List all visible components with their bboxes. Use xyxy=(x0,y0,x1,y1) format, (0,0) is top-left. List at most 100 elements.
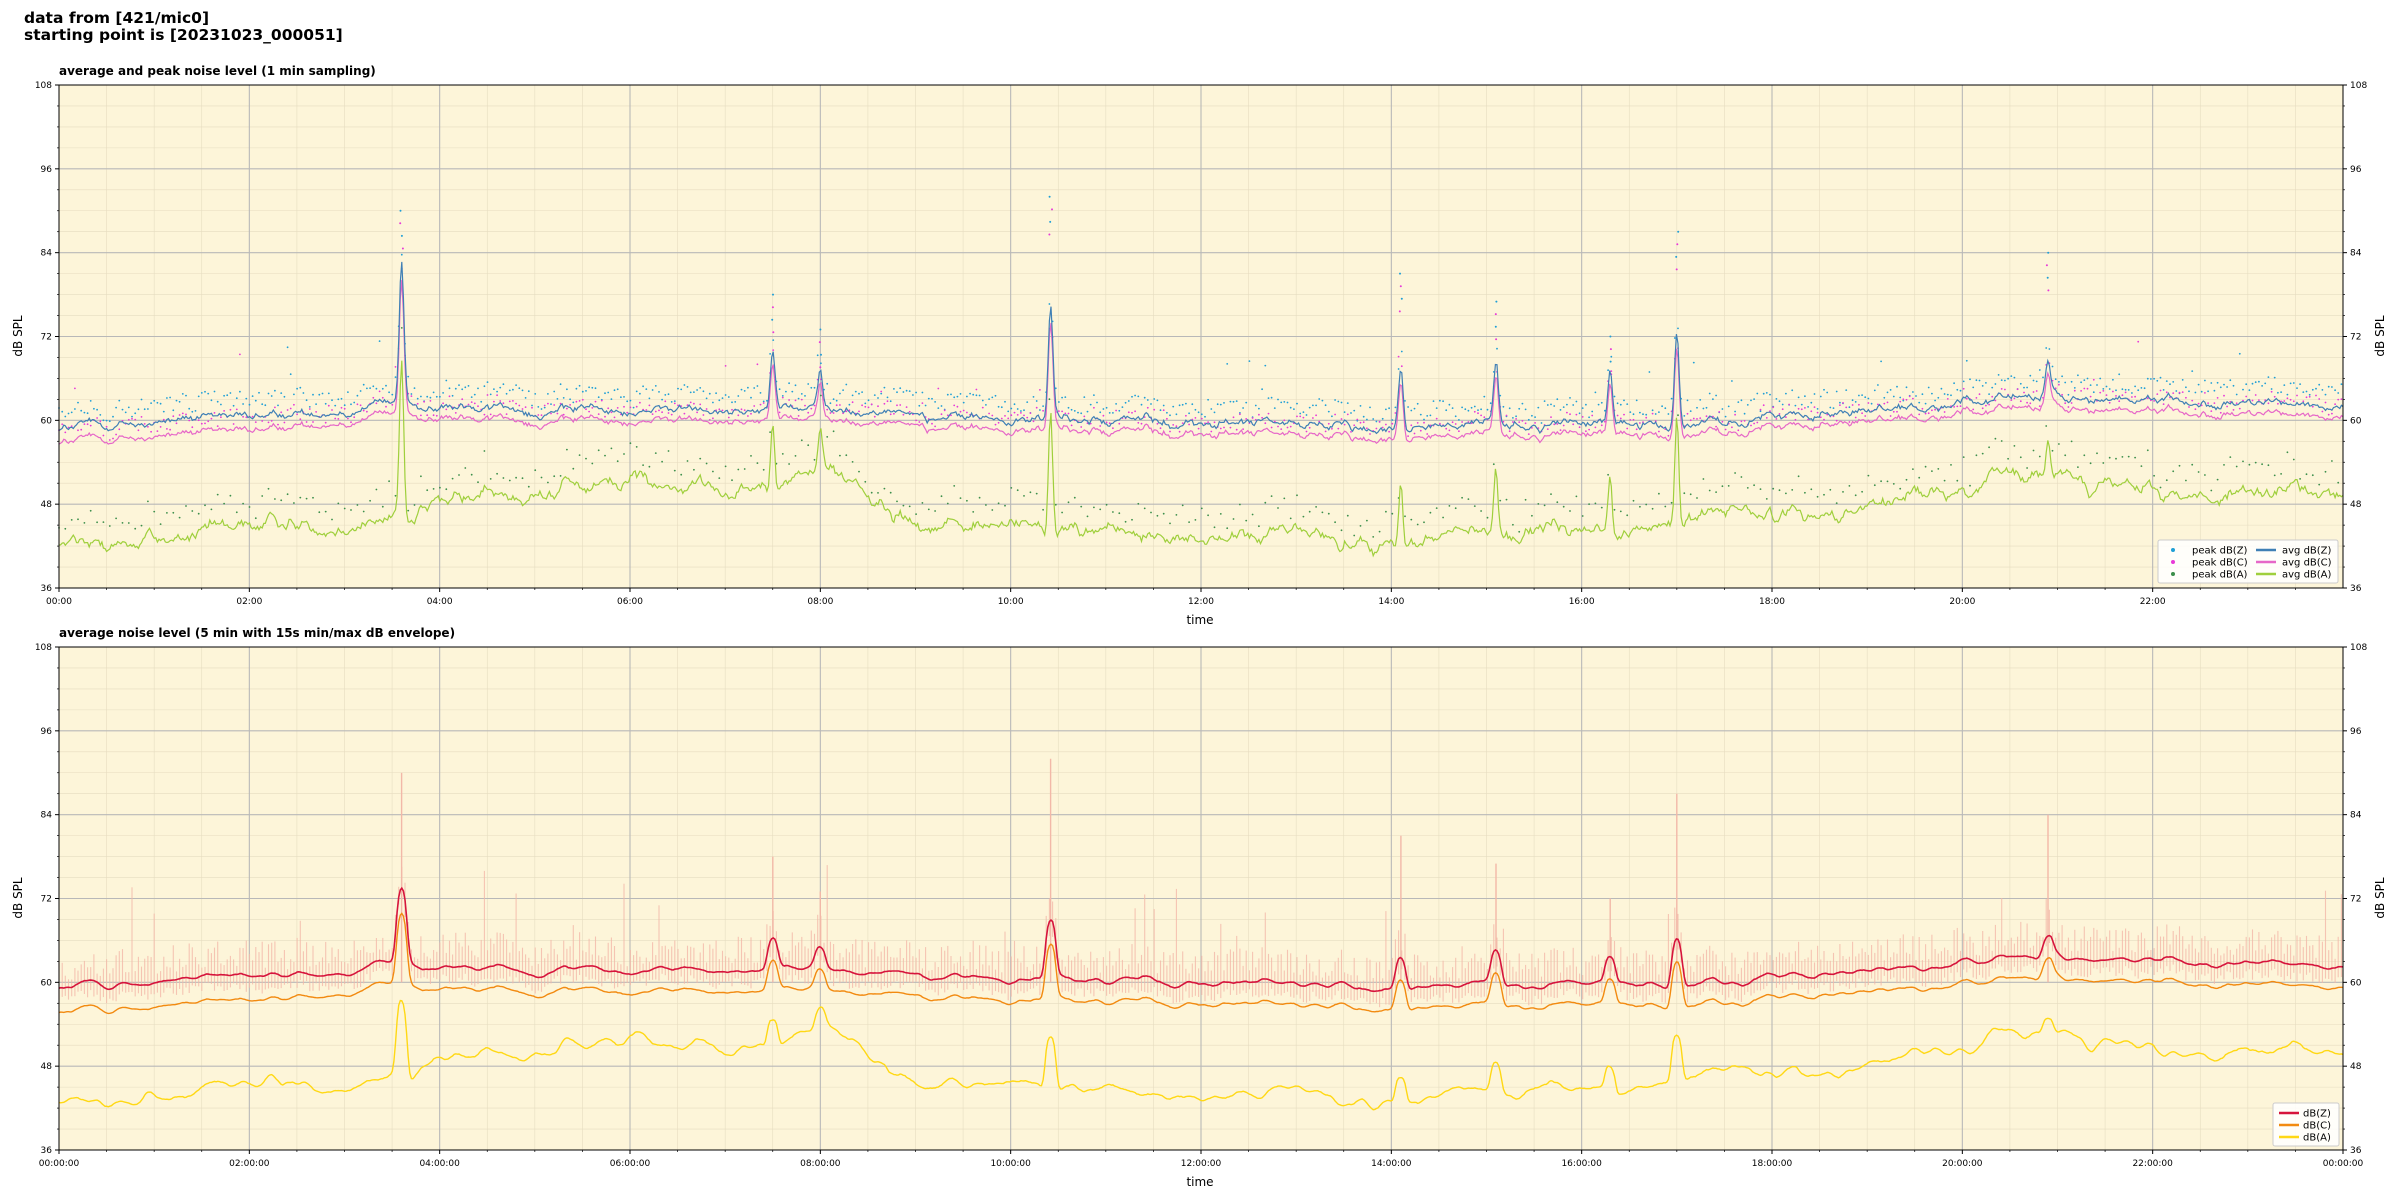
peak-a-point xyxy=(426,489,429,492)
peak-a-point xyxy=(826,436,829,438)
peak-z-point xyxy=(289,373,292,376)
peak-spike-point xyxy=(818,341,821,344)
peak-z-point xyxy=(2165,380,2168,382)
peak-c-point xyxy=(102,434,105,437)
peak-a-point xyxy=(261,495,264,497)
x-tick-label: 22:00 xyxy=(2140,597,2166,607)
peak-c-point xyxy=(293,403,295,406)
x-tick-label: 16:00:00 xyxy=(1561,1159,1602,1169)
peak-z-point xyxy=(1597,403,1600,406)
peak-a-point xyxy=(1651,507,1654,510)
peak-a-point xyxy=(724,465,727,468)
peak-a-point xyxy=(1886,480,1889,483)
peak-z-point xyxy=(1940,387,1943,390)
panel2-legend: dB(Z)dB(C)dB(A) xyxy=(2272,1102,2340,1147)
peak-c-point xyxy=(635,405,638,408)
peak-z-point xyxy=(1835,390,1838,393)
peak-z-point xyxy=(2200,390,2203,393)
peak-z-point xyxy=(432,391,435,394)
peak-a-point xyxy=(108,525,111,527)
peak-z-point xyxy=(197,395,200,398)
peak-c-point xyxy=(1200,417,1203,420)
peak-c-point xyxy=(1756,421,1759,424)
peak-c-point xyxy=(896,404,898,407)
peak-z-point xyxy=(213,390,216,393)
peak-z-point xyxy=(1873,389,1876,392)
peak-c-point xyxy=(1737,429,1740,432)
peak-a-point xyxy=(1505,498,1508,501)
peak-z-point xyxy=(2280,391,2283,393)
peak-z-point xyxy=(1953,382,1955,385)
peak-c-point xyxy=(2267,402,2270,405)
x-tick-label: 04:00:00 xyxy=(419,1159,460,1169)
peak-z-point xyxy=(137,408,140,411)
peak-c-point xyxy=(1153,408,1156,411)
peak-z-point xyxy=(851,394,854,397)
peak-c-point xyxy=(1981,407,1984,410)
peak-a-point xyxy=(1931,470,1933,472)
peak-a-point xyxy=(534,469,537,472)
peak-z-point xyxy=(645,388,648,390)
peak-z-point xyxy=(2121,388,2124,391)
peak-a-point xyxy=(2337,481,2340,484)
peak-z-point xyxy=(905,389,908,392)
peak-a-point xyxy=(648,465,651,468)
peak-spike-point xyxy=(819,328,822,331)
peak-c-point xyxy=(1505,414,1508,417)
x-tick-label: 14:00:00 xyxy=(1371,1159,1412,1169)
peak-a-point xyxy=(629,442,632,445)
peak-z-point xyxy=(750,396,752,399)
peak-c-point xyxy=(2159,389,2162,392)
y-tick-label-right: 72 xyxy=(2350,895,2361,905)
peak-z-point xyxy=(2251,382,2254,385)
peak-a-point xyxy=(1829,488,1832,491)
peak-z-point xyxy=(458,384,460,386)
peak-a-point xyxy=(1924,465,1927,468)
peak-c-point xyxy=(673,402,676,405)
peak-a-point xyxy=(718,477,721,479)
peak-c-point xyxy=(1943,411,1946,413)
peak-z-point xyxy=(1651,409,1654,412)
peak-z-point xyxy=(67,412,70,415)
peak-c-point xyxy=(648,404,651,407)
peak-z-point xyxy=(2083,379,2086,381)
peak-a-point xyxy=(1632,499,1635,502)
peak-z-point xyxy=(420,395,422,398)
peak-z-point xyxy=(2194,391,2197,394)
peak-a-point xyxy=(1448,505,1451,507)
peak-c-point xyxy=(658,409,660,412)
peak-c-point xyxy=(280,411,283,414)
peak-z-point xyxy=(2181,379,2184,381)
peak-c-point xyxy=(181,412,184,415)
peak-a-point xyxy=(229,494,232,497)
peak-z-point xyxy=(2216,381,2219,384)
peak-z-point xyxy=(1746,404,1749,406)
peak-c-point xyxy=(1559,429,1562,431)
peak-z-point xyxy=(1016,408,1019,410)
peak-c-point xyxy=(670,413,673,416)
peak-z-point xyxy=(2102,388,2105,390)
peak-a-point xyxy=(2165,479,2168,482)
peak-c-point xyxy=(2064,402,2067,405)
peak-c-point xyxy=(1140,422,1143,425)
peak-a-point xyxy=(1404,515,1406,518)
peak-c-point xyxy=(1619,417,1622,420)
peak-c-point xyxy=(661,411,663,414)
peak-z-point xyxy=(734,401,737,403)
peak-z-point xyxy=(340,397,343,400)
peak-c-point xyxy=(315,411,317,413)
peak-c-point xyxy=(664,400,667,403)
panel1-title: average and peak noise level (1 min samp… xyxy=(59,64,376,78)
peak-c-point xyxy=(2089,395,2092,398)
peak-c-point xyxy=(2086,387,2089,390)
peak-c-point xyxy=(1994,399,1997,402)
peak-c-point xyxy=(1280,428,1283,430)
peak-z-point xyxy=(524,397,527,399)
peak-z-point xyxy=(1673,337,1676,339)
panel1-ylabel-left: dB SPL xyxy=(11,315,25,357)
peak-z-point xyxy=(2327,385,2330,388)
peak-c-point xyxy=(997,421,1000,424)
peak-a-point xyxy=(1093,506,1095,509)
peak-z-point xyxy=(2156,379,2159,382)
peak-z-point xyxy=(2112,378,2114,381)
